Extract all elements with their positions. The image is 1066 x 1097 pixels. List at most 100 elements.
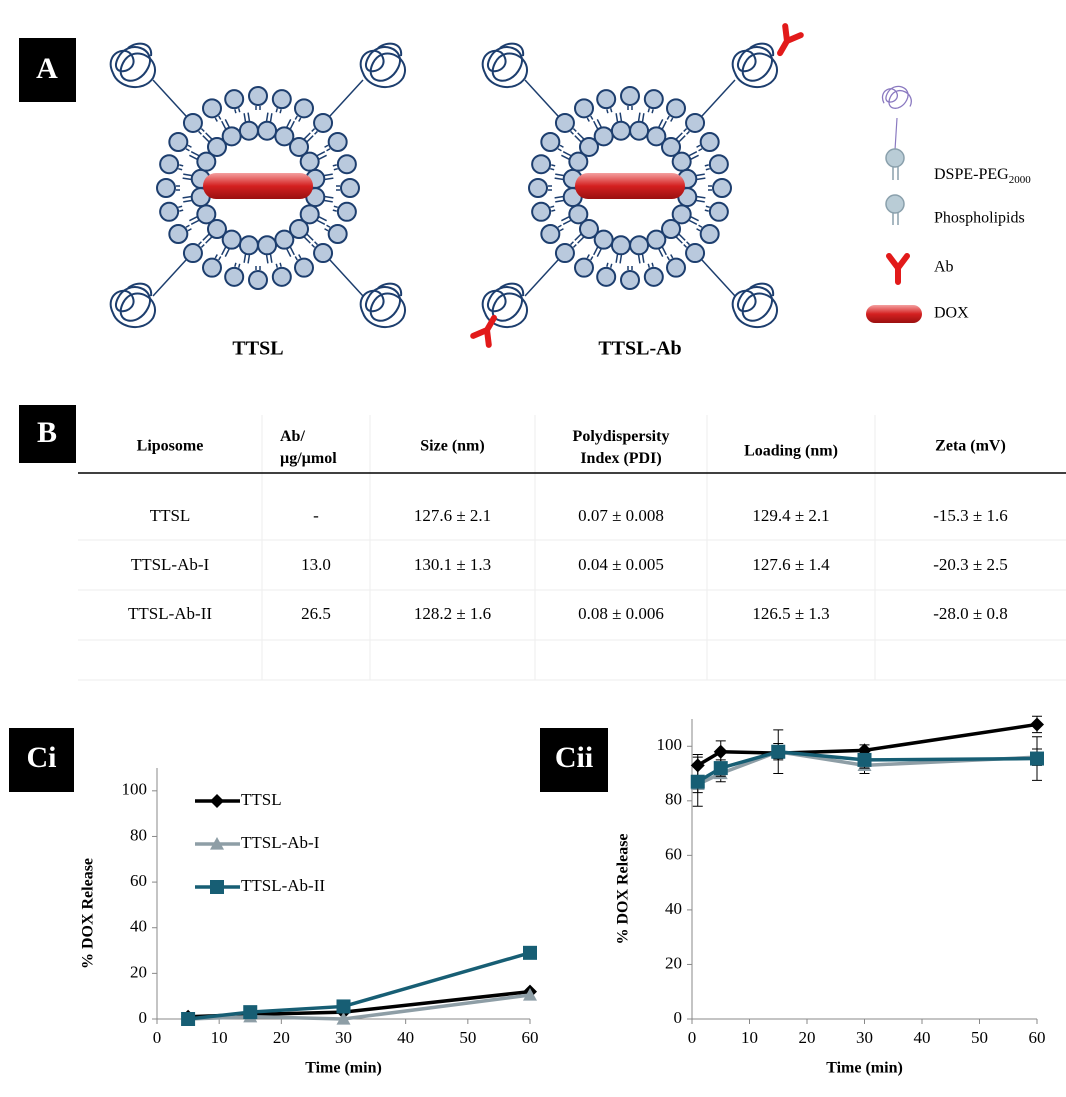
- table-cell: 0.04 ± 0.005: [578, 555, 664, 574]
- x-tick-label: 20: [273, 1028, 290, 1047]
- tail: [219, 257, 221, 260]
- peg-chain: [702, 80, 735, 116]
- head: [612, 122, 630, 140]
- head: [301, 153, 319, 171]
- head: [314, 244, 332, 262]
- tail: [611, 108, 612, 112]
- tail: [178, 206, 182, 207]
- peg-chain: [702, 260, 735, 296]
- head: [338, 203, 356, 221]
- coil: [483, 44, 527, 87]
- head: [329, 225, 347, 243]
- head: [597, 268, 615, 286]
- coil: [733, 284, 777, 327]
- tail: [705, 210, 709, 211]
- head: [169, 225, 187, 243]
- tail: [706, 206, 710, 207]
- head: [169, 133, 187, 151]
- head: [701, 133, 719, 151]
- tail: [188, 229, 191, 231]
- x-tick-label: 40: [914, 1028, 931, 1047]
- header-line: Polydispersity: [573, 428, 670, 445]
- x-tick-label: 10: [741, 1028, 758, 1047]
- head: [258, 122, 276, 140]
- structure-label: TTSL-Ab: [598, 338, 681, 360]
- coil: [361, 284, 405, 327]
- head: [710, 155, 728, 173]
- tail: [699, 225, 702, 227]
- head: [273, 90, 291, 108]
- tail: [295, 116, 297, 119]
- table-cell: 0.07 ± 0.008: [578, 506, 664, 525]
- tail: [327, 225, 330, 227]
- legend-label: DOX: [934, 305, 969, 322]
- table-cell: 130.1 ± 1.3: [414, 555, 491, 574]
- head: [240, 122, 258, 140]
- tail: [276, 108, 277, 112]
- x-tick-label: 30: [856, 1028, 873, 1047]
- header-cell: Loading (nm): [744, 443, 838, 460]
- table-cell: 127.6 ± 1.4: [752, 555, 830, 574]
- tail: [334, 206, 338, 207]
- tail: [571, 242, 574, 245]
- head: [223, 127, 241, 145]
- head: [595, 127, 613, 145]
- tail: [591, 116, 593, 119]
- tail: [648, 108, 649, 112]
- charts: Ci0204060801000102030405060Time (min)% D…: [9, 716, 1046, 1076]
- peg-coil: [361, 284, 405, 327]
- tail: [201, 245, 204, 248]
- head: [710, 203, 728, 221]
- head: [225, 90, 243, 108]
- peg-chain: [525, 260, 558, 296]
- tail: [199, 131, 202, 134]
- tail: [558, 149, 561, 151]
- y-axis-label: % DOX Release: [80, 858, 97, 969]
- y-axis-label: % DOX Release: [615, 833, 632, 944]
- x-tick-label: 30: [335, 1028, 352, 1047]
- tail: [573, 129, 576, 132]
- head: [556, 244, 574, 262]
- y-tick-label: 40: [130, 917, 147, 936]
- marker: [337, 999, 351, 1013]
- header-cell: Ab/µg/µmol: [280, 428, 337, 467]
- x-tick-label: 40: [397, 1028, 414, 1047]
- marker: [181, 1012, 195, 1026]
- tail: [591, 257, 593, 260]
- table-cell: TTSL-Ab-I: [131, 555, 210, 574]
- peg-coil: [111, 284, 155, 327]
- head: [529, 179, 547, 197]
- tail: [333, 210, 337, 211]
- tail: [325, 229, 328, 231]
- tail: [186, 225, 189, 227]
- coil: [733, 44, 777, 87]
- marker: [243, 1005, 257, 1019]
- tail: [201, 129, 204, 132]
- head: [203, 259, 221, 277]
- legend-label: TTSL-Ab-II: [241, 876, 325, 895]
- head: [541, 225, 559, 243]
- tail: [550, 169, 554, 170]
- marker: [858, 753, 872, 767]
- head: [541, 133, 559, 151]
- tail: [587, 118, 589, 121]
- tail: [697, 145, 700, 147]
- coil: [111, 44, 155, 87]
- head: [575, 99, 593, 117]
- tail: [235, 109, 236, 113]
- y-tick-label: 80: [130, 825, 147, 844]
- antibody: [772, 26, 801, 58]
- tail: [560, 229, 563, 231]
- head: [295, 259, 313, 277]
- tail: [684, 129, 687, 132]
- tail: [551, 210, 555, 211]
- head: [258, 236, 276, 254]
- tail: [179, 210, 183, 211]
- y-tick-label: 0: [139, 1008, 148, 1027]
- dox-rod: [203, 173, 313, 199]
- tail: [276, 264, 277, 268]
- x-tick-label: 20: [799, 1028, 816, 1047]
- tail: [186, 149, 189, 151]
- peg-coil: [483, 44, 527, 87]
